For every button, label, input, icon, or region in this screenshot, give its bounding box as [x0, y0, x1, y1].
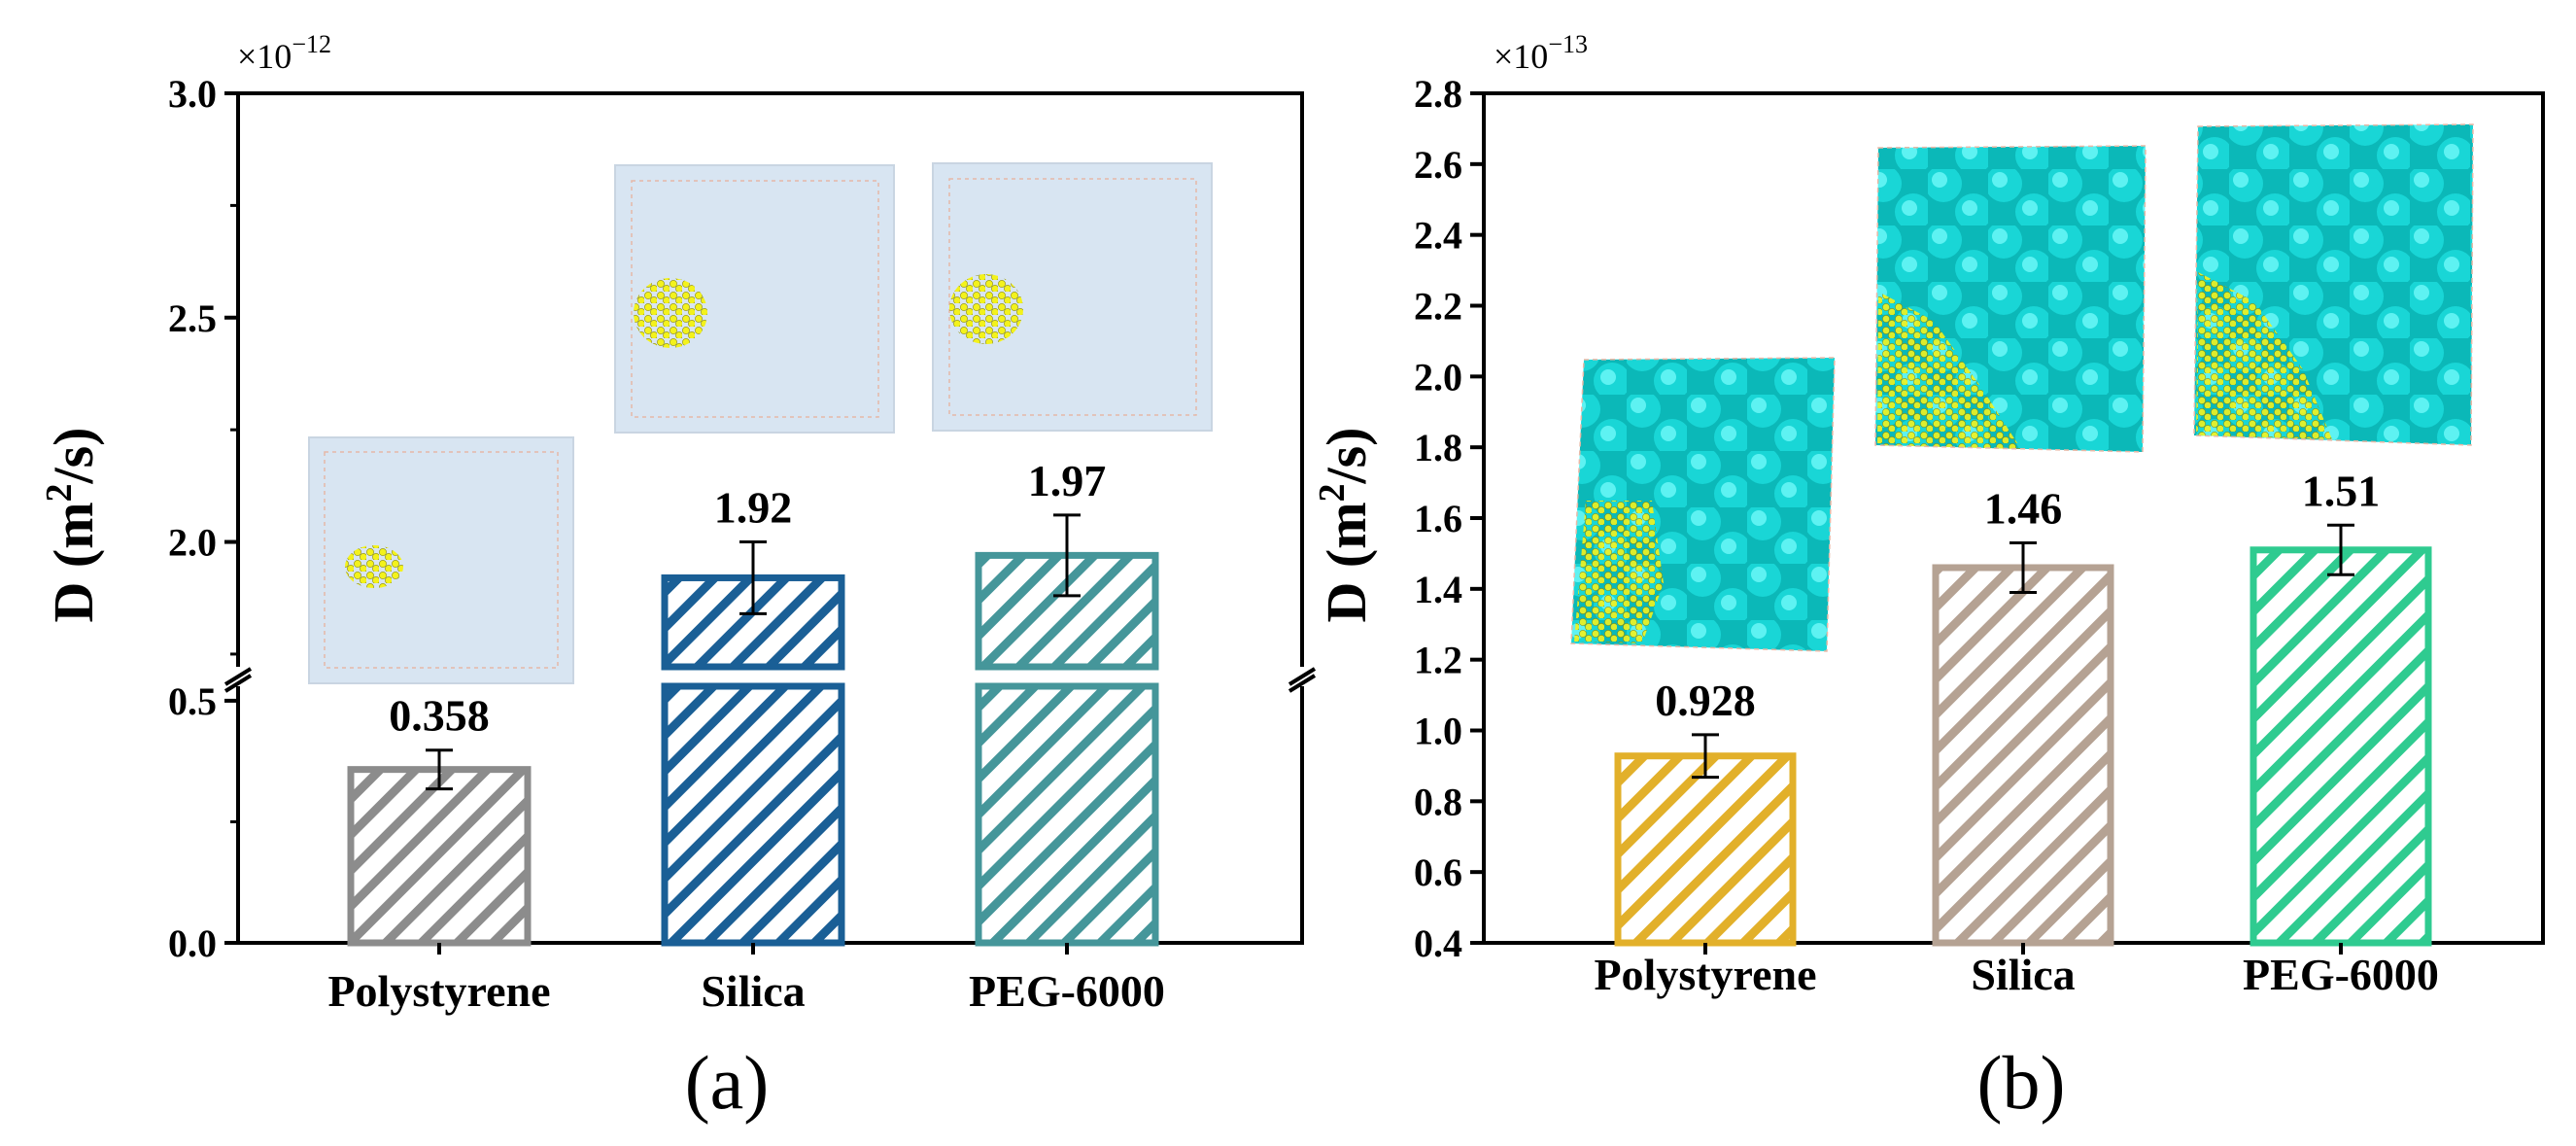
x-category-label: Polystyrene — [1594, 950, 1816, 999]
y-axis-ticks-a: 0.0 0.5 2.0 2.5 3.0 — [168, 72, 238, 965]
x-category-label: Silica — [701, 966, 805, 1016]
axis-break-marks — [223, 667, 1317, 693]
bars-a: 0.358 1.92 1.97 — [347, 456, 1159, 947]
silica-cluster-snapshot — [1874, 145, 2147, 453]
polystyrene-simulation-box — [308, 436, 574, 684]
y-axis-ticks-b: 0.4 0.6 0.8 1.0 1.2 1.4 1.6 1.8 2.0 2.2 2.4 2.6 2.8 — [1414, 72, 1484, 965]
x-category-label: Polystyrene — [327, 966, 550, 1016]
x-category-label: Silica — [1971, 950, 2075, 999]
y-axis-title-b: D (m2/s) — [1312, 427, 1378, 622]
x-category-label: PEG-6000 — [2243, 950, 2439, 999]
y-tick-label: 0.4 — [1414, 921, 1462, 965]
y-tick-label: 2.5 — [168, 296, 217, 340]
y-tick-label: 2.2 — [1414, 285, 1462, 329]
y-tick-label: 1.4 — [1414, 568, 1462, 611]
y-tick-label: 1.2 — [1414, 639, 1462, 682]
value-label: 1.46 — [1984, 483, 2063, 533]
x-axis-labels-a: Polystyrene Silica PEG-6000 — [327, 943, 1165, 1016]
bar-polystyrene — [1614, 752, 1797, 947]
bar-silica-upper — [661, 573, 845, 671]
x-category-label: PEG-6000 — [969, 966, 1165, 1016]
bar-silica-lower — [661, 682, 845, 947]
y-tick-label: 3.0 — [168, 72, 217, 116]
y-tick-label: 0.8 — [1414, 780, 1462, 823]
y-tick-label: 0.5 — [168, 679, 217, 723]
y-tick-label: 1.0 — [1414, 710, 1462, 753]
value-label: 0.928 — [1655, 676, 1756, 725]
x-axis-labels-b: Polystyrene Silica PEG-6000 — [1594, 943, 2439, 999]
y-tick-label: 0.0 — [168, 921, 217, 965]
bar-polystyrene — [347, 766, 532, 947]
y-tick-label: 1.8 — [1414, 426, 1462, 469]
bar-peg-6000-lower — [975, 682, 1159, 947]
multiplier-label-a: ×10−12 — [237, 30, 331, 76]
bar-peg-6000 — [2250, 546, 2432, 947]
bars-b: 0.928 1.46 1.51 — [1614, 466, 2432, 947]
peg-cluster-snapshot — [2193, 123, 2474, 446]
y-tick-label: 0.6 — [1414, 851, 1462, 894]
panel-a: 0.0 0.5 2.0 2.5 3.0 0.358 1.92 1.97 Polystyren… — [39, 30, 1326, 1125]
polystyrene-cluster-snapshot — [1570, 357, 1836, 652]
y-tick-label: 2.0 — [1414, 355, 1462, 399]
value-label: 1.92 — [714, 483, 793, 533]
panel-label-b: (b) — [1977, 1040, 2066, 1125]
y-tick-label: 2.8 — [1414, 72, 1462, 116]
value-label: 1.51 — [2302, 466, 2381, 515]
peg-simulation-box — [932, 162, 1213, 432]
y-tick-label: 2.0 — [168, 521, 217, 565]
panel-b: 0.40.60.81.01.21.41.61.82.02.22.42.62.8 … — [1312, 30, 2545, 1125]
value-label: 0.358 — [389, 691, 490, 741]
value-label: 1.97 — [1028, 456, 1107, 505]
multiplier-label-b: ×10−13 — [1494, 30, 1588, 76]
silica-simulation-box — [614, 164, 895, 434]
bar-silica — [1932, 564, 2114, 947]
y-tick-label: 2.4 — [1414, 214, 1462, 258]
panel-label-a: (a) — [685, 1040, 770, 1125]
y-tick-label: 1.6 — [1414, 497, 1462, 540]
y-tick-label: 2.6 — [1414, 143, 1462, 187]
y-axis-title-a: D (m2/s) — [39, 427, 105, 622]
